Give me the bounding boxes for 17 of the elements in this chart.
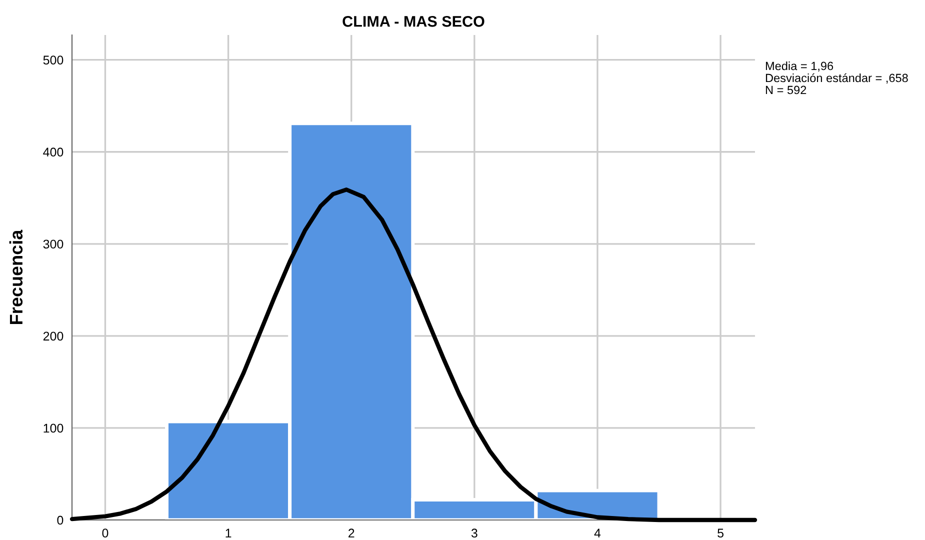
y-tick-label: 0 <box>57 516 64 525</box>
x-tick-label: 3 <box>471 528 478 538</box>
y-tick-label: 500 <box>43 56 64 64</box>
x-tick-label: 4 <box>594 528 601 538</box>
text: Desviación estándar = ,658 <box>766 73 908 84</box>
y-tick-label: 300 <box>43 240 64 249</box>
x-tick-label: 2 <box>348 528 354 538</box>
x-tick-label: 1 <box>226 528 232 538</box>
x-tick-label: 0 <box>102 528 108 538</box>
y-axis-title: Frecuencia <box>9 230 23 324</box>
x-tick-label: 5 <box>718 528 724 538</box>
y-tick-label: 100 <box>44 424 64 433</box>
text: Media = 1,96 <box>766 62 834 72</box>
y-tick-label: 400 <box>43 148 64 157</box>
chart-title: CLIMA - MAS SECO <box>342 16 484 27</box>
text: N = 592 <box>766 86 806 94</box>
y-tick-label: 200 <box>43 332 64 341</box>
